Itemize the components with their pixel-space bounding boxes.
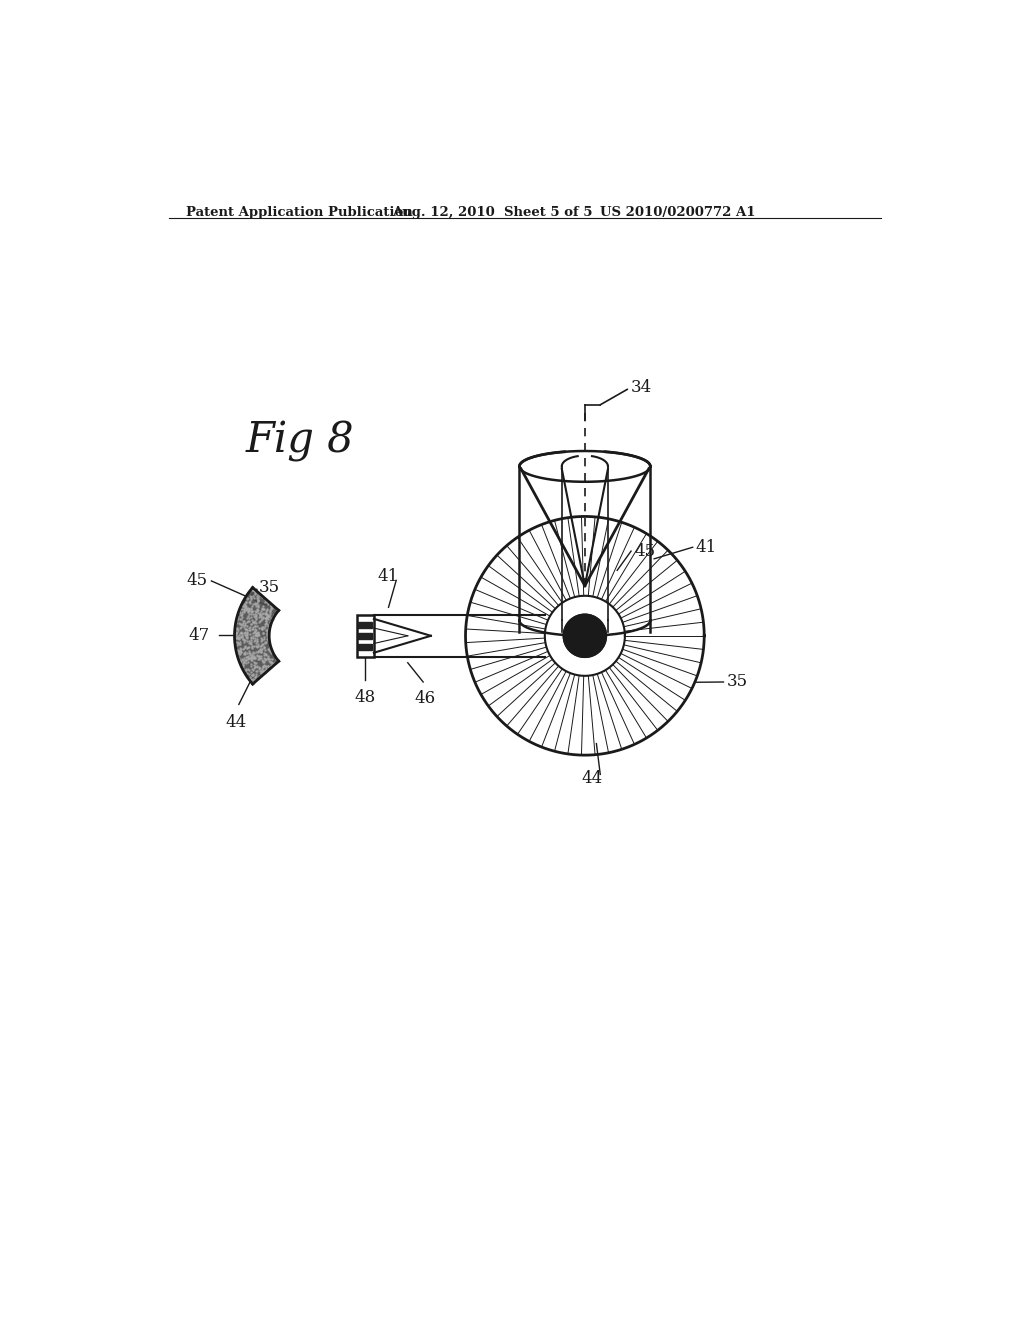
Text: Fig 8: Fig 8 [246,420,354,462]
Polygon shape [234,587,279,684]
Text: 41: 41 [695,539,717,556]
Polygon shape [358,622,373,628]
Text: 35: 35 [727,673,748,690]
Text: 45: 45 [634,543,655,560]
Text: 44: 44 [582,770,603,787]
Text: 47: 47 [188,627,210,644]
Bar [357,615,374,657]
Text: 35: 35 [258,579,280,597]
Text: 41: 41 [378,568,399,585]
Circle shape [563,614,606,657]
Text: 34: 34 [631,379,652,396]
Text: 46: 46 [414,689,435,706]
Text: US 2010/0200772 A1: US 2010/0200772 A1 [600,206,756,219]
Text: Aug. 12, 2010  Sheet 5 of 5: Aug. 12, 2010 Sheet 5 of 5 [392,206,593,219]
Text: 44: 44 [226,714,247,731]
Polygon shape [358,644,373,649]
Text: Patent Application Publication: Patent Application Publication [186,206,413,219]
Polygon shape [358,632,373,639]
Text: 48: 48 [354,689,376,706]
Text: 45: 45 [186,573,208,590]
